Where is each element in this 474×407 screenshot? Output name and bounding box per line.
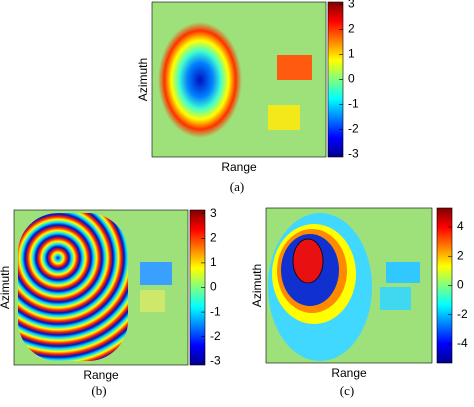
y-label: Azimuth bbox=[250, 264, 264, 307]
y-label: Azimuth bbox=[0, 266, 12, 309]
tick-label: -3 bbox=[348, 147, 359, 161]
tick-label: -2 bbox=[457, 307, 468, 321]
tick-label: -2 bbox=[348, 122, 359, 136]
phase-pattern bbox=[18, 213, 128, 361]
target bbox=[140, 262, 172, 285]
tick-label: -1 bbox=[348, 97, 359, 111]
target bbox=[380, 287, 411, 310]
target bbox=[268, 105, 300, 130]
phase-pattern bbox=[158, 22, 242, 138]
caption: (a) bbox=[230, 179, 244, 194]
tick-label: 3 bbox=[348, 0, 355, 11]
tick-label: 1 bbox=[210, 255, 217, 269]
caption: (b) bbox=[91, 383, 106, 398]
target bbox=[277, 55, 312, 80]
x-label: Range bbox=[221, 160, 257, 174]
tick-label: -4 bbox=[457, 336, 468, 350]
tick-label: 0 bbox=[457, 278, 464, 292]
tick-label: 2 bbox=[457, 248, 464, 262]
tick-label: 2 bbox=[210, 230, 217, 244]
target bbox=[386, 262, 420, 283]
y-label: Azimuth bbox=[136, 58, 150, 101]
target bbox=[140, 290, 165, 312]
tick-label: 1 bbox=[348, 47, 355, 61]
x-label: Range bbox=[331, 366, 367, 380]
phase-pattern bbox=[292, 238, 324, 284]
tick-label: -2 bbox=[210, 329, 221, 343]
tick-label: 0 bbox=[210, 280, 217, 294]
caption: (c) bbox=[340, 383, 354, 398]
tick-label: 0 bbox=[348, 72, 355, 86]
tick-label: 4 bbox=[457, 219, 464, 233]
tick-label: 3 bbox=[210, 206, 217, 220]
tick-label: -3 bbox=[210, 353, 221, 367]
x-label: Range bbox=[83, 368, 119, 382]
tick-label: -1 bbox=[210, 304, 221, 318]
tick-label: 2 bbox=[348, 22, 355, 36]
